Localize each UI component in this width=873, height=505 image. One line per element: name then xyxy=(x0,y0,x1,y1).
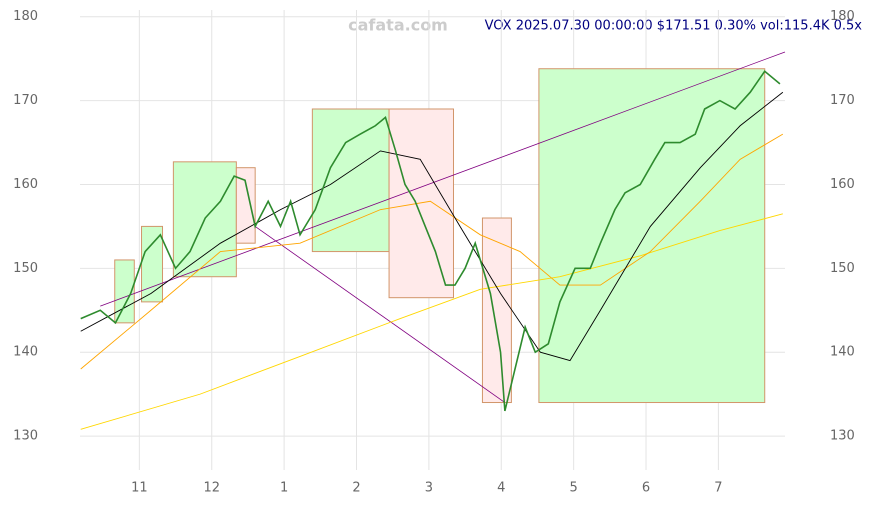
range-box xyxy=(235,167,256,244)
chart-title: VOX 2025.07.30 00:00:00 $171.51 0.30% vo… xyxy=(485,19,863,34)
y-tick-label: 150 xyxy=(13,261,38,276)
range-box xyxy=(114,259,135,324)
y-tick-label-right: 150 xyxy=(830,261,855,276)
trendline xyxy=(100,51,786,307)
x-tick-label: 6 xyxy=(642,481,650,496)
x-tick-label: 3 xyxy=(425,481,433,496)
y-tick-label-right: 170 xyxy=(830,93,855,108)
range-box xyxy=(388,108,454,299)
x-tick-label: 7 xyxy=(714,481,722,496)
y-tick-label-right: 180 xyxy=(830,9,855,24)
x-tick-label: 4 xyxy=(497,481,505,496)
range-box xyxy=(538,68,766,404)
price-line xyxy=(80,213,783,430)
y-tick-label: 170 xyxy=(13,93,38,108)
y-tick-label: 130 xyxy=(13,429,38,444)
price-line xyxy=(80,133,784,370)
y-tick-label-right: 140 xyxy=(830,345,855,360)
y-tick-label-right: 130 xyxy=(830,429,855,444)
x-tick-label: 5 xyxy=(570,481,578,496)
y-tick-label-right: 160 xyxy=(830,177,855,192)
range-box xyxy=(141,225,164,303)
x-tick-label: 2 xyxy=(352,481,360,496)
x-tick-label: 1 xyxy=(280,481,288,496)
price-line xyxy=(80,70,781,412)
y-tick-label: 140 xyxy=(13,345,38,360)
trendline xyxy=(254,226,506,403)
range-box xyxy=(311,108,390,253)
x-tick-label: 12 xyxy=(203,481,220,496)
watermark: cafata.com xyxy=(348,16,448,35)
y-tick-label: 160 xyxy=(13,177,38,192)
y-tick-label: 180 xyxy=(13,9,38,24)
x-tick-label: 11 xyxy=(131,481,148,496)
range-box xyxy=(481,217,512,404)
